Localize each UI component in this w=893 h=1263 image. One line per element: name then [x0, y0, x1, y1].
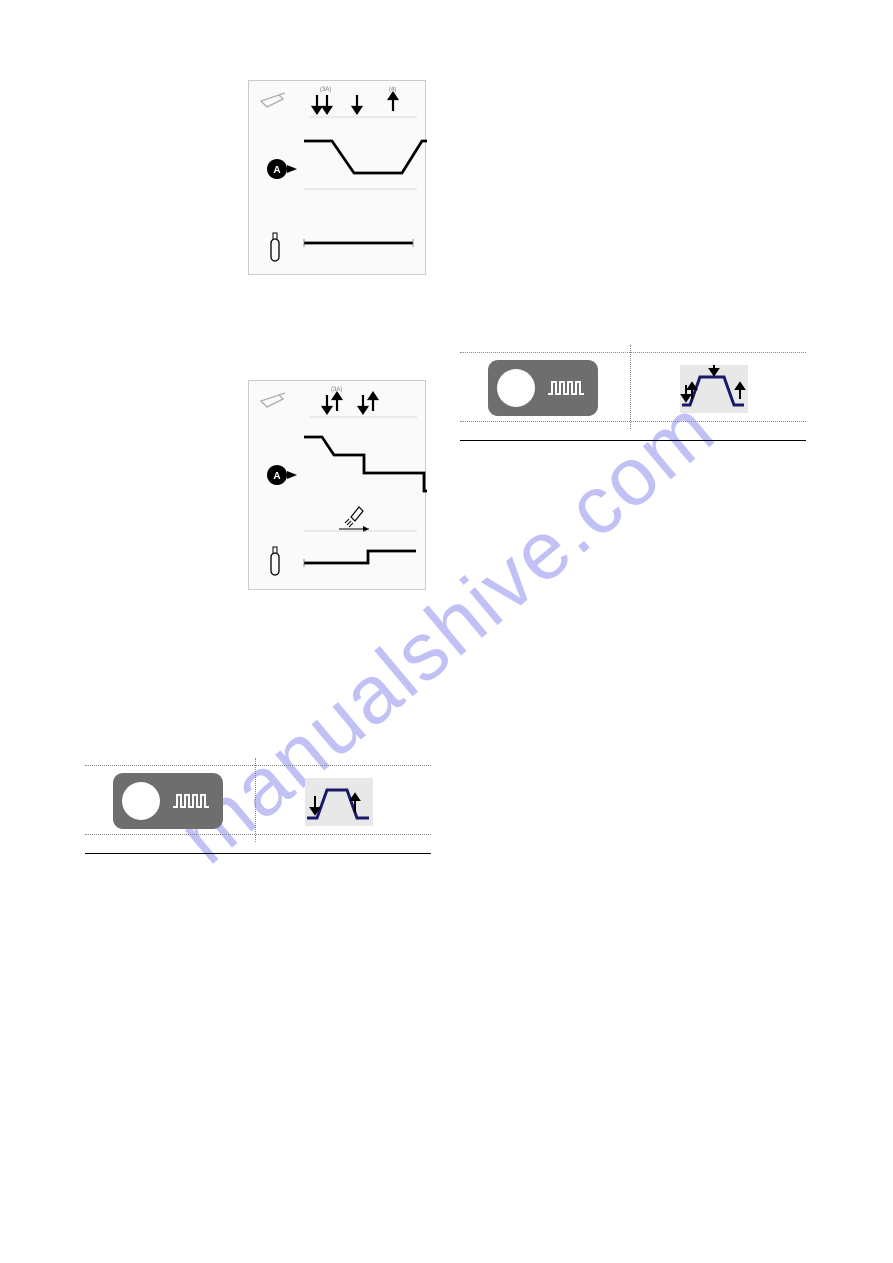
svg-text:A: A: [273, 471, 280, 482]
mini-graph-1: [305, 778, 373, 826]
diagram-box-2: (3A) A: [248, 380, 426, 590]
diagram-box-1: (3A) (4) A: [248, 80, 426, 275]
row1-underline: [85, 853, 431, 854]
feature-row-2: [460, 352, 806, 422]
mode-pill-1: [113, 773, 223, 829]
diagram2-svg: (3A) A: [249, 381, 427, 591]
pill-circle: [122, 782, 160, 820]
pill-circle: [497, 369, 535, 407]
diagram1-svg: (3A) (4) A: [249, 81, 427, 276]
feature-row-1: [85, 765, 431, 835]
pulse-wave-icon: [548, 380, 588, 396]
mode-pill-2: [488, 360, 598, 416]
row2-underline: [460, 440, 806, 441]
mini-graph-2: [680, 365, 748, 413]
svg-text:A: A: [273, 165, 280, 176]
dotted-divider: [630, 345, 631, 429]
dotted-divider: [255, 758, 256, 842]
label-3a: (3A): [320, 87, 331, 93]
pulse-wave-icon: [173, 793, 213, 809]
